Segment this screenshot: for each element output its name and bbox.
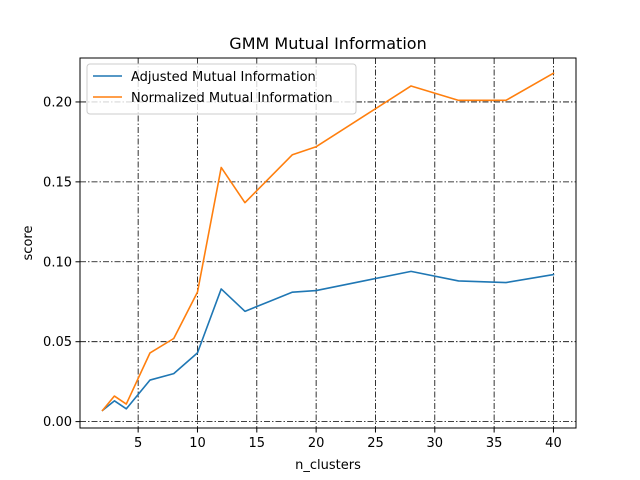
x-tick-label: 40 [545,436,562,451]
x-axis: 5 10 15 20 25 30 35 40 [134,428,562,451]
x-tick-label: 15 [249,436,266,451]
series-line-ami [101,270,555,412]
x-tick-label: 30 [427,436,444,451]
y-axis: 0.00 0.05 0.10 0.15 0.20 [43,95,80,430]
y-tick-label: 0.15 [43,175,72,190]
x-tick-label: 5 [134,436,142,451]
legend: Adjusted Mutual Information Normalized M… [86,63,357,115]
x-tick-label: 35 [486,436,503,451]
plot-frame [79,57,577,429]
plot-area [80,58,576,428]
legend-label-ami: Adjusted Mutual Information [131,70,316,85]
y-tick-label: 0.00 [43,415,72,430]
chart-title: GMM Mutual Information [229,34,426,53]
x-axis-label: n_clusters [295,458,361,473]
x-tick-label: 20 [308,436,325,451]
y-axis-label: score [21,226,36,261]
y-tick-label: 0.05 [43,335,72,350]
x-tick-label: 10 [189,436,206,451]
series-lines [101,72,555,412]
y-tick-label: 0.20 [43,95,72,110]
x-tick-label: 25 [367,436,384,451]
legend-box [86,63,357,115]
y-tick-label: 0.10 [43,255,72,270]
series-line-nmi [101,72,555,412]
legend-label-nmi: Normalized Mutual Information [131,91,333,106]
